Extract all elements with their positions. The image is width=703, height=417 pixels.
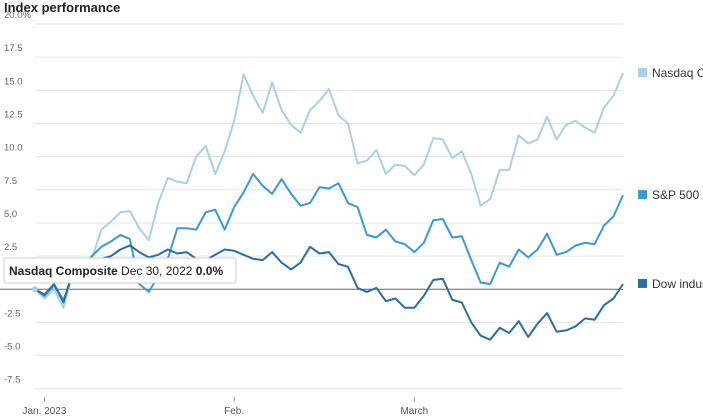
- legend-swatch: [638, 190, 647, 200]
- tooltip-box: [3, 257, 237, 284]
- y-tick-label: 10.0: [4, 143, 23, 154]
- tooltip-part: Nasdaq Composite: [9, 264, 118, 278]
- y-tick-label: 2.5: [4, 242, 17, 253]
- y-tick-label: -7.5: [4, 375, 20, 386]
- y-tick-label: 15.0: [4, 76, 23, 87]
- y-tick-label: -5.0: [4, 342, 20, 353]
- legend-label: Nasdaq Composite: [652, 66, 703, 80]
- tooltip-point: [32, 286, 38, 293]
- tooltip-part: Dec 30, 2022: [121, 264, 193, 278]
- series-line: [34, 72, 624, 309]
- tooltip-text: Nasdaq Composite Dec 30, 2022 0.0%: [9, 264, 223, 278]
- y-tick-label: 12.5: [4, 109, 23, 120]
- legend-label: Dow industrials: [652, 277, 703, 291]
- y-tick-label: 5.0: [4, 209, 17, 220]
- x-tick-label: Jan. 2023: [23, 406, 67, 417]
- legend-label: S&P 500: [652, 188, 699, 202]
- y-tick-label: 7.5: [4, 176, 17, 187]
- y-tick-label: -2.5: [4, 308, 20, 319]
- y-tick-label: 17.5: [4, 43, 23, 54]
- chart-title: Index performance: [4, 0, 120, 15]
- legend-swatch: [638, 68, 647, 78]
- series-line: [34, 172, 624, 301]
- tooltip-part: 0.0%: [196, 264, 224, 278]
- x-tick-label: March: [400, 406, 428, 417]
- legend-swatch: [638, 278, 647, 288]
- series-line: [34, 244, 624, 341]
- x-tick-label: Feb.: [224, 406, 244, 417]
- y-tick-label: 20.0%: [4, 10, 31, 21]
